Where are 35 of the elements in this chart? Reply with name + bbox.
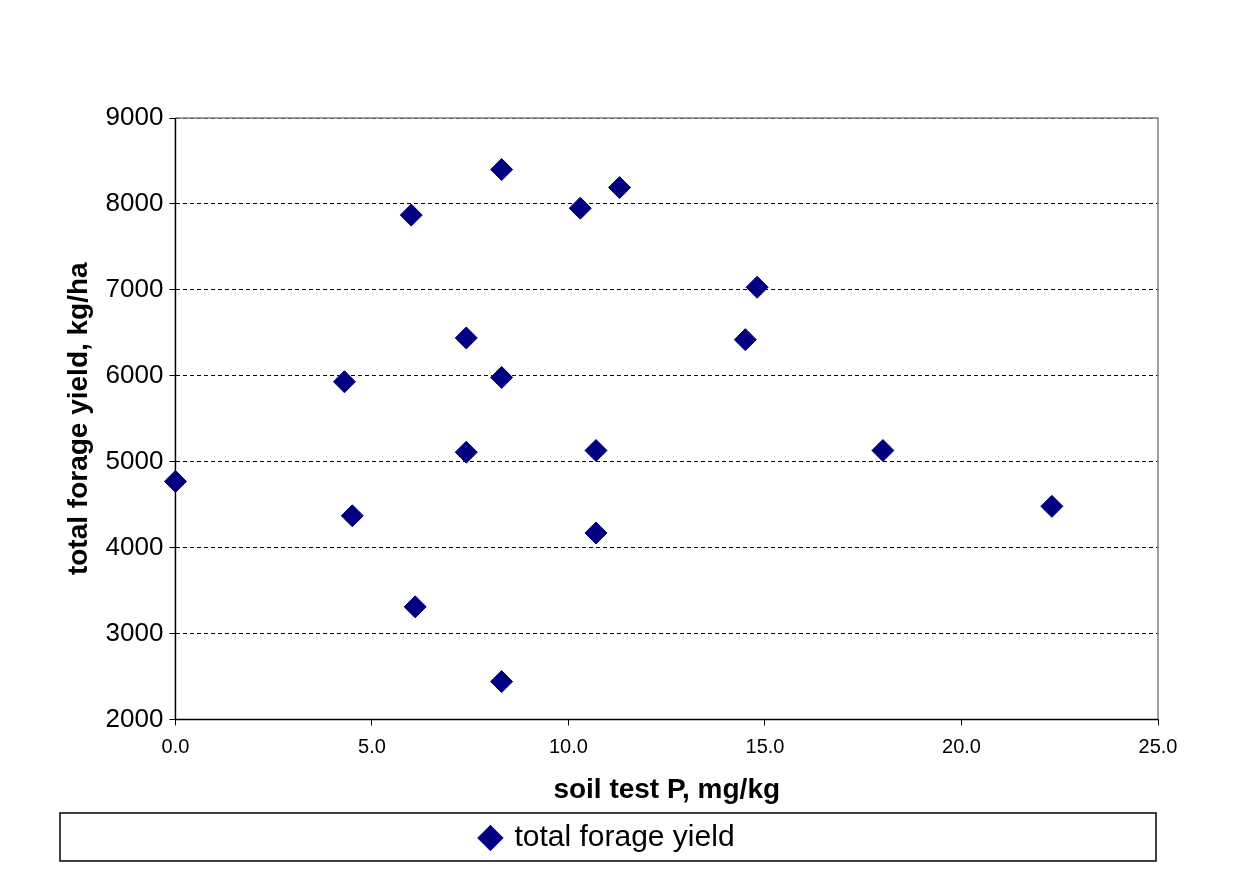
point	[403, 595, 427, 619]
point	[584, 438, 608, 462]
x-tick-label: 20.0	[942, 734, 981, 757]
point	[340, 504, 364, 528]
point	[490, 365, 514, 389]
y-tick-label: 4000	[105, 530, 164, 561]
y-tick-label: 9000	[105, 101, 164, 132]
y-tick-label: 7000	[105, 273, 164, 303]
point	[584, 521, 608, 545]
y-tick-label: 5000	[105, 444, 164, 475]
point	[745, 275, 769, 299]
y-tick-label: 6000	[105, 358, 164, 389]
y-tick-label: 3000	[105, 616, 164, 647]
point	[871, 438, 895, 462]
y-tick-label: 8000	[105, 187, 164, 218]
point	[399, 203, 423, 227]
point	[733, 328, 757, 352]
x-tick-label: 25.0	[1138, 734, 1178, 757]
point	[490, 670, 514, 694]
x-tick-label: 0.0	[161, 734, 190, 757]
point	[454, 440, 478, 464]
point	[608, 176, 632, 200]
y-axis-title: total forage yield, kg/ha	[61, 261, 93, 576]
y-tick-label: 2000	[105, 702, 164, 733]
x-tick-label: 15.0	[745, 734, 785, 757]
x-tick-label: 5.0	[358, 734, 386, 757]
point	[1040, 494, 1064, 518]
point	[163, 469, 187, 493]
point	[454, 326, 478, 350]
x-axis-title: soil test P, mg/kg	[553, 772, 781, 804]
legend-label: total forage yield	[514, 819, 735, 853]
point	[490, 158, 514, 182]
point	[568, 196, 592, 220]
x-tick-label: 10.0	[549, 734, 588, 757]
point	[332, 370, 356, 394]
